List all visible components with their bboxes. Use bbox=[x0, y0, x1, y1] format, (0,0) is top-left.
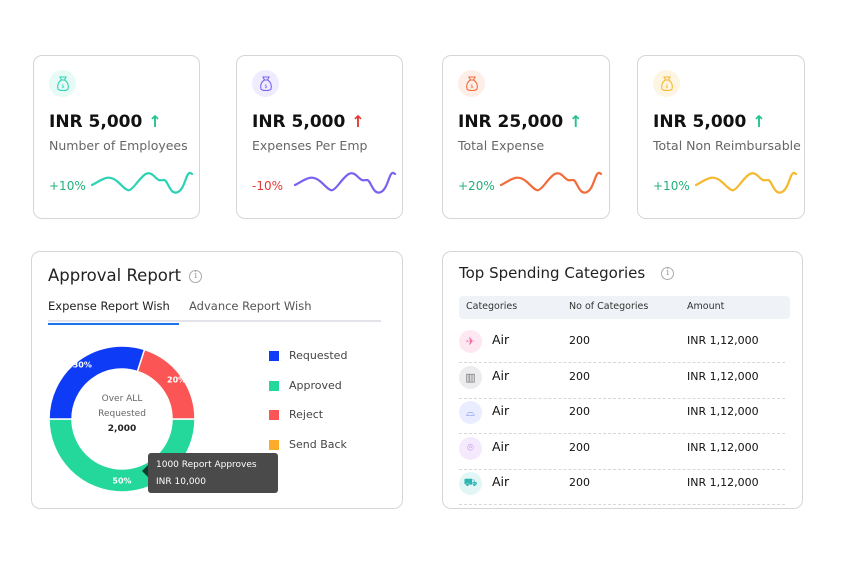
svg-text:$: $ bbox=[470, 84, 473, 90]
approval-report-title: Approval Report bbox=[48, 266, 182, 285]
legend-item[interactable]: Send Back bbox=[269, 438, 347, 451]
info-icon[interactable]: i bbox=[189, 270, 203, 283]
category-count: 200 bbox=[569, 405, 590, 418]
arrow-up-icon: ↑ bbox=[148, 112, 162, 131]
svg-text:$: $ bbox=[665, 84, 668, 90]
legend-label: Approved bbox=[289, 378, 342, 392]
legend-item[interactable]: Reject bbox=[269, 408, 323, 421]
sparkline bbox=[694, 171, 798, 194]
svg-text:$: $ bbox=[61, 84, 64, 90]
arrow-up-icon: ↑ bbox=[752, 112, 766, 131]
donut-label: 30% bbox=[73, 360, 92, 369]
top-spending-card: Top Spending Categories i Categories No o… bbox=[442, 251, 803, 509]
money-bag-icon: $ bbox=[653, 70, 680, 97]
money-bag-icon: $ bbox=[49, 70, 76, 97]
kpi-value: INR 5,000 bbox=[252, 112, 346, 132]
kpi-card[interactable]: $ INR 25,000 ↑ Total Expense +20% bbox=[442, 55, 610, 219]
kpi-label: Number of Employees bbox=[49, 138, 188, 153]
svg-text:$: $ bbox=[264, 84, 267, 90]
kpi-change: +10% bbox=[653, 179, 690, 193]
table-row[interactable]: ✈ Air 200 INR 1,12,000 bbox=[459, 328, 785, 363]
approval-report-card: Approval Report i Expense Report Wish Adv… bbox=[31, 251, 403, 509]
col-categories: Categories bbox=[466, 301, 518, 312]
category-count: 200 bbox=[569, 334, 590, 347]
approval-tooltip: 1000 Report Approves INR 10,000 bbox=[142, 453, 278, 493]
building-icon: ▥ bbox=[459, 365, 482, 389]
table-row[interactable]: ⌾ Air 200 INR 1,12,000 bbox=[459, 435, 785, 470]
tab-advance-report-wish[interactable]: Advance Report Wish bbox=[189, 299, 312, 313]
donut-label: 50% bbox=[112, 477, 131, 486]
report-tabs: Expense Report Wish Advance Report Wish bbox=[48, 296, 381, 325]
table-row[interactable]: ⌓ Air 200 INR 1,12,000 bbox=[459, 399, 785, 434]
tooltip-line2: INR 10,000 bbox=[156, 477, 206, 487]
category-amount: INR 1,12,000 bbox=[687, 369, 759, 383]
tab-expense-report-wish[interactable]: Expense Report Wish bbox=[48, 299, 179, 325]
kpi-label: Total Non Reimbursable bbox=[653, 138, 801, 153]
col-amount: Amount bbox=[687, 301, 725, 312]
taxi-icon: ⛟ bbox=[459, 472, 482, 495]
kpi-value: INR 5,000 bbox=[653, 112, 747, 132]
category-count: 200 bbox=[569, 476, 590, 489]
category-count: 200 bbox=[569, 369, 590, 383]
money-bag-icon: $ bbox=[252, 70, 279, 97]
category-name: Air bbox=[492, 438, 510, 454]
service-bell-icon: ⌓ bbox=[459, 401, 482, 424]
center-value: 2,000 bbox=[107, 424, 137, 434]
col-count: No of Categories bbox=[569, 301, 649, 312]
legend-item[interactable]: Approved bbox=[269, 379, 342, 392]
table-row[interactable]: ⛟ Air 200 INR 1,12,000 bbox=[459, 470, 785, 505]
kpi-card[interactable]: $ INR 5,000 ↑ Number of Employees +10% bbox=[33, 55, 200, 219]
legend-swatch bbox=[269, 439, 279, 450]
category-amount: INR 1,12,000 bbox=[687, 476, 759, 489]
category-amount: INR 1,12,000 bbox=[687, 440, 759, 454]
location-pin-icon: ⌾ bbox=[459, 436, 482, 460]
legend-label: Requested bbox=[289, 349, 348, 362]
legend-label: Send Back bbox=[289, 437, 347, 451]
money-bag-icon: $ bbox=[458, 70, 485, 97]
kpi-change: -10% bbox=[252, 179, 284, 193]
donut-slice-reject[interactable] bbox=[136, 348, 196, 420]
kpi-change: +10% bbox=[49, 179, 86, 193]
legend-swatch bbox=[269, 410, 279, 420]
category-name: Air bbox=[492, 474, 510, 489]
center-line1: Over ALL bbox=[101, 394, 143, 404]
category-name: Air bbox=[492, 403, 510, 418]
table-row[interactable]: ▥ Air 200 INR 1,12,000 bbox=[459, 364, 785, 399]
donut-label: 20% bbox=[167, 375, 186, 384]
donut-center: Over ALL Requested 2,000 bbox=[82, 392, 162, 437]
kpi-card[interactable]: $ INR 5,000 ↑ Expenses Per Emp -10% bbox=[236, 55, 403, 219]
tooltip-line1: 1000 Report Approves bbox=[156, 460, 257, 470]
sparkline bbox=[90, 171, 194, 194]
kpi-value: INR 5,000 bbox=[49, 112, 143, 132]
kpi-label: Expenses Per Emp bbox=[252, 138, 368, 153]
kpi-card[interactable]: $ INR 5,000 ↑ Total Non Reimbursable +10% bbox=[637, 55, 805, 219]
sparkline bbox=[293, 171, 397, 194]
category-name: Air bbox=[492, 332, 510, 347]
legend-swatch bbox=[269, 351, 279, 361]
kpi-label: Total Expense bbox=[458, 138, 545, 153]
kpi-change: +20% bbox=[458, 179, 495, 193]
arrow-up-icon: ↑ bbox=[569, 112, 583, 131]
arrow-up-icon: ↑ bbox=[351, 112, 365, 131]
airplane-icon: ✈ bbox=[459, 330, 482, 353]
info-icon[interactable]: i bbox=[661, 267, 675, 280]
top-spending-title: Top Spending Categories bbox=[459, 264, 646, 282]
center-line2: Requested bbox=[98, 409, 146, 419]
table-header: Categories No of Categories Amount bbox=[459, 296, 790, 319]
legend-item[interactable]: Requested bbox=[269, 349, 347, 362]
legend-swatch bbox=[269, 380, 279, 391]
category-amount: INR 1,12,000 bbox=[687, 405, 759, 418]
legend-label: Reject bbox=[289, 408, 324, 421]
category-count: 200 bbox=[569, 440, 590, 454]
kpi-value: INR 25,000 bbox=[458, 112, 564, 132]
sparkline bbox=[499, 171, 603, 194]
category-amount: INR 1,12,000 bbox=[687, 334, 759, 347]
category-name: Air bbox=[492, 367, 510, 383]
